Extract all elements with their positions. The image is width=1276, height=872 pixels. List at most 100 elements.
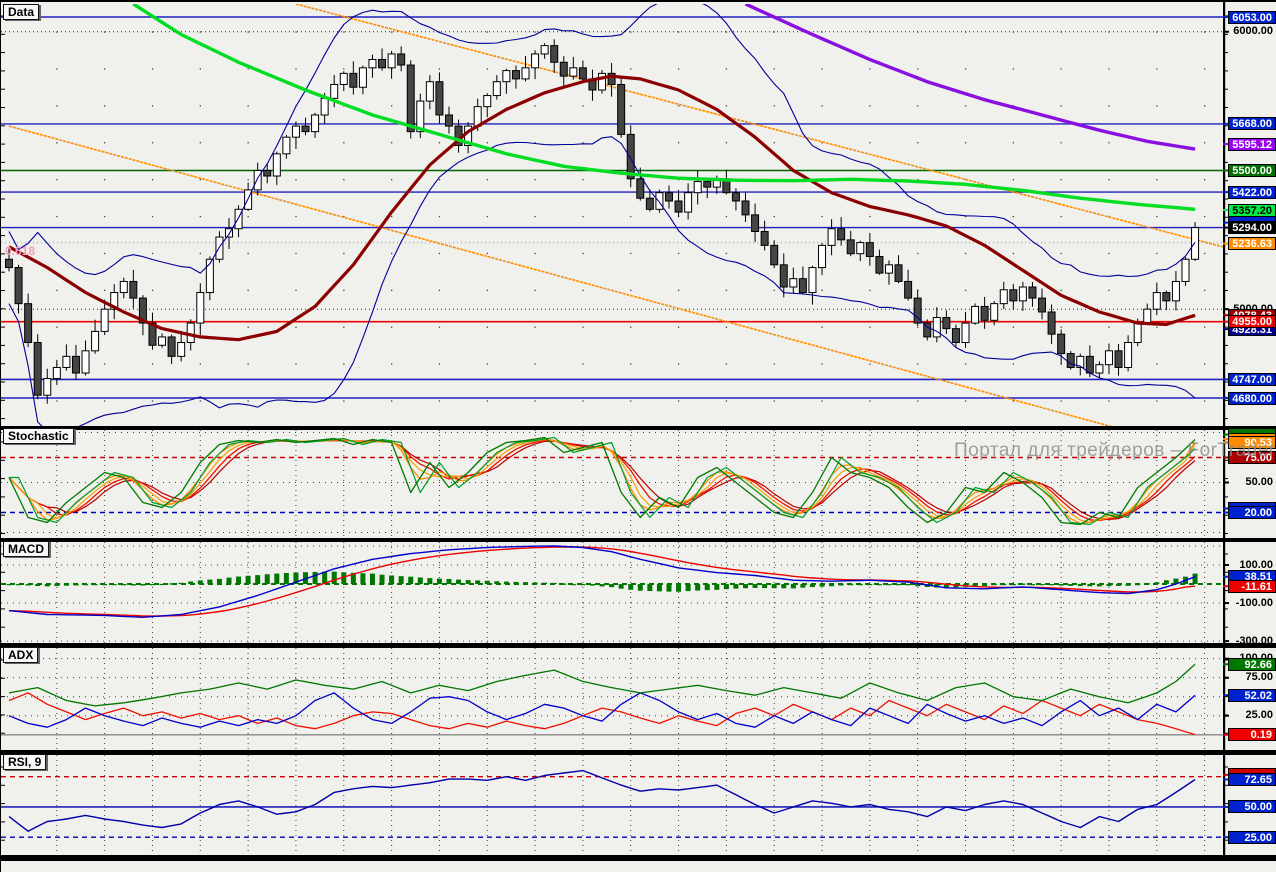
candle — [62, 355, 71, 368]
trendline — [8, 125, 1113, 426]
stochastic-plot[interactable] — [1, 456, 1223, 514]
panel-title-macd[interactable]: MACD — [3, 541, 49, 557]
candle — [492, 81, 501, 97]
panel-title-adx[interactable]: ADX — [3, 647, 39, 663]
axis-label: 6053.00 — [1228, 10, 1276, 24]
candle — [932, 317, 941, 338]
candle — [1038, 297, 1047, 313]
axis-ticks — [1, 15, 1229, 841]
axis-label: 6000.00 — [1233, 25, 1273, 38]
axis-label: 5500.00 — [1228, 164, 1276, 177]
candle — [818, 244, 827, 269]
candle — [358, 67, 367, 88]
rsi-plot[interactable] — [1, 776, 1223, 838]
axis-label: 25.00 — [1245, 709, 1273, 722]
panel-separator — [1, 426, 1276, 430]
candle — [540, 45, 549, 55]
candle — [91, 330, 100, 352]
candle — [196, 292, 205, 324]
axis-label: 72.65 — [1228, 773, 1276, 786]
candle — [397, 53, 406, 66]
candle — [511, 70, 520, 80]
candle — [5, 258, 13, 269]
candle — [531, 53, 540, 69]
watermark: Портал для трейдеров – ForTrader.ru — [954, 440, 1276, 461]
time-axis[interactable]: Дек 121926Янв 3162330Фев 6132027Мар 5192… — [1, 859, 1276, 872]
candle — [1152, 292, 1161, 310]
candle — [942, 317, 951, 330]
candle — [1191, 227, 1200, 260]
axis-label: -300.00 — [1235, 634, 1273, 647]
axis-label: 0.19 — [1228, 728, 1276, 742]
adx-panel-bg — [1, 648, 1276, 750]
panel-title-stochastic[interactable]: Stochastic — [3, 428, 74, 444]
stoch-green-1 — [8, 436, 1196, 526]
candle — [1076, 355, 1085, 368]
rsi-line — [8, 769, 1196, 832]
candle — [1066, 353, 1075, 368]
candle — [990, 303, 999, 321]
candle — [951, 328, 960, 343]
candle — [904, 280, 913, 299]
ma-maroon — [8, 74, 1196, 342]
candle — [224, 228, 233, 238]
candle — [607, 72, 616, 85]
candle — [406, 64, 415, 133]
candle — [1124, 341, 1133, 368]
candle — [971, 305, 980, 324]
candle — [378, 58, 387, 69]
candle — [1114, 350, 1123, 368]
candle — [177, 341, 186, 357]
candle — [865, 242, 874, 257]
candle — [339, 72, 348, 85]
candles — [5, 39, 1200, 404]
candle — [81, 350, 90, 374]
candle — [674, 200, 683, 213]
panel-title-data[interactable]: Data — [3, 4, 40, 20]
axis-border — [1223, 2, 1226, 859]
axis-label: 5595.12 — [1228, 137, 1276, 151]
panel-title-rsi[interactable]: RSI, 9 — [3, 754, 47, 770]
candle — [521, 67, 530, 80]
candle — [1162, 292, 1171, 302]
panel-separator — [1, 750, 1276, 755]
price-plot[interactable] — [1, 4, 1233, 428]
axis-label: 25.00 — [1228, 830, 1276, 844]
candle — [43, 378, 52, 396]
grid — [1, 31, 1223, 855]
candle — [483, 95, 492, 108]
candle — [14, 267, 23, 305]
candle — [636, 178, 645, 199]
axis-label: 20.00 — [1228, 506, 1276, 519]
candle — [119, 280, 128, 294]
candle — [617, 83, 626, 135]
candle — [1009, 289, 1018, 302]
axis-label: 50.00 — [1245, 476, 1273, 488]
fib-level-label: 0.618 — [5, 244, 36, 258]
panel-separator — [1, 538, 1276, 542]
candle — [827, 228, 836, 246]
candle — [425, 81, 434, 102]
candle — [368, 58, 377, 69]
axis-label: -11.61 — [1228, 579, 1276, 593]
candle — [1181, 258, 1190, 282]
candle — [215, 236, 224, 260]
candle — [1133, 322, 1142, 343]
candle — [129, 280, 138, 299]
candle — [913, 297, 922, 324]
candle — [100, 308, 109, 332]
candle — [789, 278, 798, 288]
bollinger-upper — [8, 4, 1196, 278]
candle — [387, 53, 396, 69]
macd-line — [8, 545, 1196, 618]
candle — [110, 292, 119, 310]
candle — [33, 341, 42, 396]
stochastic-panel-bg — [1, 430, 1276, 538]
axis-label: 52.02 — [1228, 688, 1276, 702]
candle — [1143, 308, 1152, 324]
candle — [167, 336, 176, 357]
candle — [999, 289, 1008, 305]
axis-label: 4955.00 — [1228, 315, 1276, 329]
candle — [693, 181, 702, 194]
